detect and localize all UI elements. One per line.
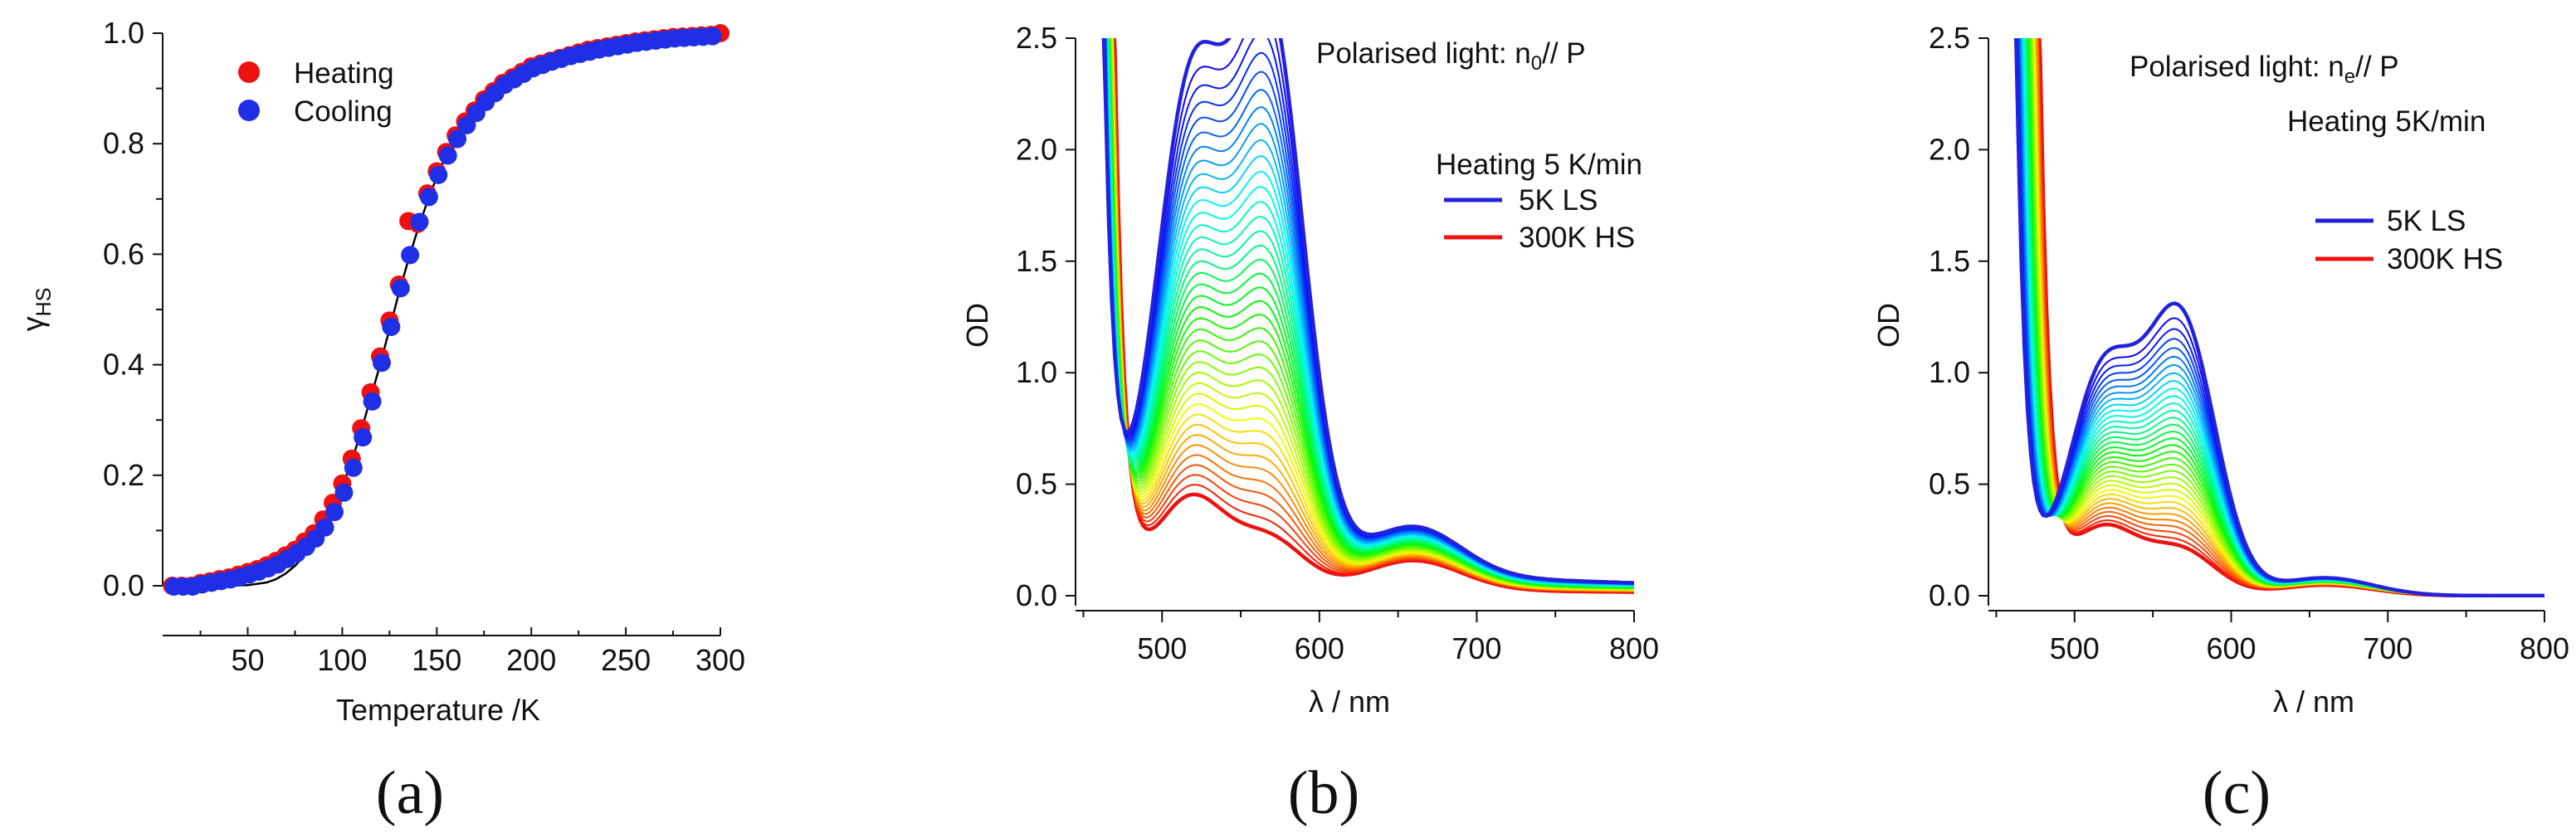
cooling-point bbox=[315, 518, 334, 537]
panel-b-x-tick-label: 600 bbox=[1295, 631, 1344, 665]
cooling-point bbox=[419, 188, 438, 207]
chart-panel-b: 500 600 700 800 0.0 0.5 1.0 1.5 2.0 2.5 λ / nm O… bbox=[960, 21, 1659, 827]
panel-c-legend-hs-label: 300K HS bbox=[2387, 243, 2503, 275]
panel-b-annotation: Polarised light: n0// P bbox=[1316, 37, 1586, 75]
panel-a-y-tick-label: 1.0 bbox=[103, 16, 144, 50]
cooling-point bbox=[372, 353, 391, 373]
cooling-point bbox=[448, 129, 467, 149]
panel-b-y-tick-label: 1.5 bbox=[1016, 244, 1057, 278]
panel-c-y-tick-label: 1.0 bbox=[1929, 355, 1970, 389]
panel-a-y-tick-label: 0.0 bbox=[103, 568, 144, 602]
legend-heating-marker bbox=[238, 61, 260, 83]
panel-a-y-tick-label: 0.2 bbox=[103, 458, 144, 492]
panel-a-x-axis-label: Temperature /K bbox=[336, 693, 540, 727]
panel-c-y-ticks: 0.0 0.5 1.0 1.5 2.0 2.5 bbox=[1929, 21, 1988, 612]
svg-text:γHS: γHS bbox=[16, 288, 56, 332]
panel-b-legend: Heating 5 K/min 5K LS 300K HS bbox=[1436, 149, 1642, 254]
panel-b-legend-hs-label: 300K HS bbox=[1519, 222, 1635, 254]
panel-c-x-tick-label: 800 bbox=[2520, 631, 2569, 665]
panel-b-y-ticks: 0.0 0.5 1.0 1.5 2.0 2.5 bbox=[1016, 21, 1076, 612]
legend-cooling-label: Cooling bbox=[294, 95, 393, 128]
panel-c-legend-ls-label: 5K LS bbox=[2387, 205, 2466, 237]
panel-c-label: (c) bbox=[2203, 759, 2271, 827]
cooling-point bbox=[363, 392, 382, 411]
cooling-point bbox=[325, 503, 344, 522]
panel-c-x-tick-label: 700 bbox=[2363, 631, 2413, 665]
cooling-point bbox=[334, 483, 354, 502]
cooling-point bbox=[410, 212, 429, 231]
cooling-point bbox=[354, 428, 373, 447]
panel-c-annotation: Polarised light: ne// P bbox=[2130, 51, 2399, 88]
panel-c-annotation-tail: // P bbox=[2355, 51, 2399, 83]
panel-b-x-tick-label: 800 bbox=[1609, 631, 1659, 665]
panel-a-label: (a) bbox=[376, 759, 444, 827]
legend-heating-label: Heating bbox=[294, 57, 394, 90]
panel-b-legend-title: Heating 5 K/min bbox=[1436, 149, 1642, 181]
panel-b-y-tick-label: 2.5 bbox=[1016, 21, 1057, 55]
panel-a-x-tick-label: 150 bbox=[412, 643, 461, 677]
chart-panel-a: 50 100 150 200 250 300 0.0 0.2 0.4 0.6 0.8 1.0 Tem… bbox=[16, 16, 745, 827]
panel-b-annotation-sub: 0 bbox=[1531, 52, 1542, 75]
panel-a-x-tick-label: 250 bbox=[601, 643, 651, 677]
cooling-point bbox=[438, 146, 457, 165]
panel-a-y-label-sub: HS bbox=[32, 288, 56, 317]
panel-b-x-axis-label: λ / nm bbox=[1309, 685, 1390, 719]
panel-a-x-tick-label: 50 bbox=[231, 643, 264, 677]
panel-a-x-tick-label: 200 bbox=[506, 643, 556, 677]
panel-c-x-ticks: 500 600 700 800 bbox=[1995, 611, 2569, 665]
panel-c-legend-title: Heating 5K/min bbox=[2287, 105, 2486, 138]
panel-b-y-tick-label: 0.0 bbox=[1016, 578, 1057, 612]
chart-panel-c: 500 600 700 800 0.0 0.5 1.0 1.5 2.0 2.5 λ / nm O… bbox=[1871, 21, 2569, 827]
panel-c-x-axis-label: λ / nm bbox=[2273, 685, 2354, 719]
panel-a-x-tick-label: 300 bbox=[695, 643, 745, 677]
panel-b-label: (b) bbox=[1288, 759, 1359, 827]
panel-b-legend-ls-label: 5K LS bbox=[1519, 184, 1598, 217]
panel-b-spectra bbox=[1101, 38, 1634, 594]
panel-a-legend: Heating Cooling bbox=[238, 57, 394, 128]
cooling-point bbox=[401, 246, 420, 265]
cooling-point bbox=[344, 458, 363, 477]
panel-a-y-tick-label: 0.6 bbox=[103, 236, 144, 270]
panel-b-y-tick-label: 2.0 bbox=[1016, 132, 1057, 166]
panel-c-legend: Heating 5K/min 5K LS 300K HS bbox=[2287, 105, 2503, 275]
panel-c-y-axis-label: OD bbox=[1871, 303, 1905, 348]
panel-a-x-tick-label: 100 bbox=[317, 643, 367, 677]
panel-a-y-label-main: γ bbox=[16, 316, 50, 331]
panel-c-y-tick-label: 1.5 bbox=[1929, 244, 1970, 278]
panel-b-x-tick-label: 700 bbox=[1451, 631, 1501, 665]
panel-c-y-tick-label: 2.5 bbox=[1929, 21, 1970, 55]
panel-a-y-ticks: 0.0 0.2 0.4 0.6 0.8 1.0 bbox=[103, 16, 163, 602]
legend-cooling-marker bbox=[238, 100, 260, 121]
panel-b-y-tick-label: 1.0 bbox=[1016, 355, 1057, 389]
spectrum-curve bbox=[2028, 38, 2544, 597]
panel-a-x-ticks: 50 100 150 200 250 300 bbox=[199, 627, 745, 677]
cooling-point bbox=[382, 317, 401, 336]
panel-a-y-tick-label: 0.4 bbox=[103, 348, 144, 382]
panel-c-spectra bbox=[2014, 38, 2544, 597]
panel-b-y-axis-label: OD bbox=[960, 303, 994, 348]
spectrum-curve bbox=[2014, 38, 2544, 597]
panel-b-x-tick-label: 500 bbox=[1137, 631, 1187, 665]
panel-c-annotation-sub: e bbox=[2344, 66, 2355, 88]
cooling-point bbox=[703, 27, 722, 46]
panel-a-y-tick-label: 0.8 bbox=[103, 126, 144, 160]
panel-a-cooling-points bbox=[164, 27, 722, 596]
panel-c-y-tick-label: 2.0 bbox=[1929, 132, 1970, 166]
spectrum-curve bbox=[1101, 38, 1634, 585]
panel-b-annotation-tail: // P bbox=[1542, 37, 1586, 70]
panel-c-y-tick-label: 0.5 bbox=[1929, 467, 1970, 501]
panel-c-annotation-main: Polarised light: n bbox=[2130, 51, 2344, 83]
panel-b-annotation-main: Polarised light: n bbox=[1316, 37, 1531, 70]
panel-c-curve-group bbox=[2014, 38, 2544, 597]
panel-b-y-tick-label: 0.5 bbox=[1016, 467, 1057, 501]
panel-c-x-tick-label: 600 bbox=[2206, 631, 2256, 665]
panel-a-y-axis-label: γHS bbox=[16, 288, 56, 332]
panel-c-y-tick-label: 0.0 bbox=[1929, 578, 1970, 612]
cooling-point bbox=[429, 165, 448, 184]
cooling-point bbox=[391, 279, 410, 298]
panel-b-curve-group bbox=[1101, 38, 1634, 594]
panel-c-x-tick-label: 500 bbox=[2050, 631, 2100, 665]
panel-b-x-ticks: 500 600 700 800 bbox=[1082, 611, 1659, 665]
